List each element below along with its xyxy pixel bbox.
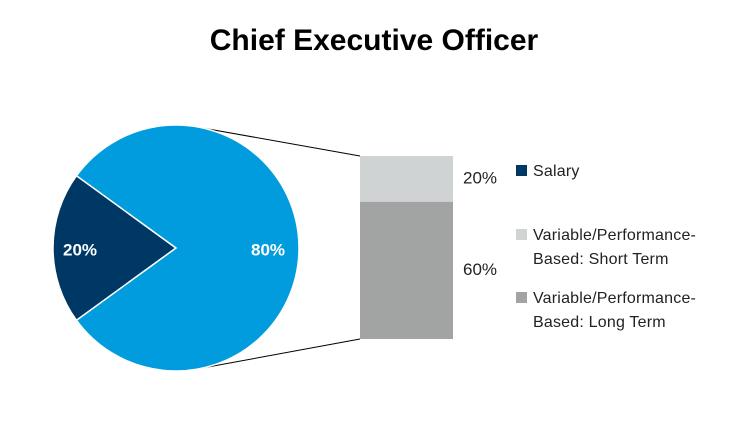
connector-top-line [196,126,361,157]
pie-label-salary: 20% [63,240,97,259]
legend-swatch-short-term [516,229,527,240]
legend-label-long-term: Variable/Performance-Based: Long Term [533,290,697,331]
pie-label-variable: 80% [251,240,285,259]
pie-slice-salary [52,174,178,322]
pie-slice-variable [75,124,300,372]
legend-swatch-long-term [516,292,527,303]
chart-title: Chief Executive Officer [210,24,539,57]
legend-label-short-term: Variable/Performance-Based: Short Term [533,227,697,268]
legend-item-long-term: Variable/Performance-Based: Long Term [516,287,744,335]
legend-label-salary: Salary [533,163,580,180]
legend-item-salary: Salary [516,160,580,184]
bar-segment-long-term [360,201,453,339]
connector-bottom-line [196,338,361,370]
bar-segment-short-term [360,156,453,202]
legend-item-short-term: Variable/Performance-Based: Short Term [516,224,744,272]
bar-label-short-term: 20% [463,168,497,187]
bar-label-long-term: 60% [463,260,497,279]
legend-swatch-salary [516,165,527,176]
